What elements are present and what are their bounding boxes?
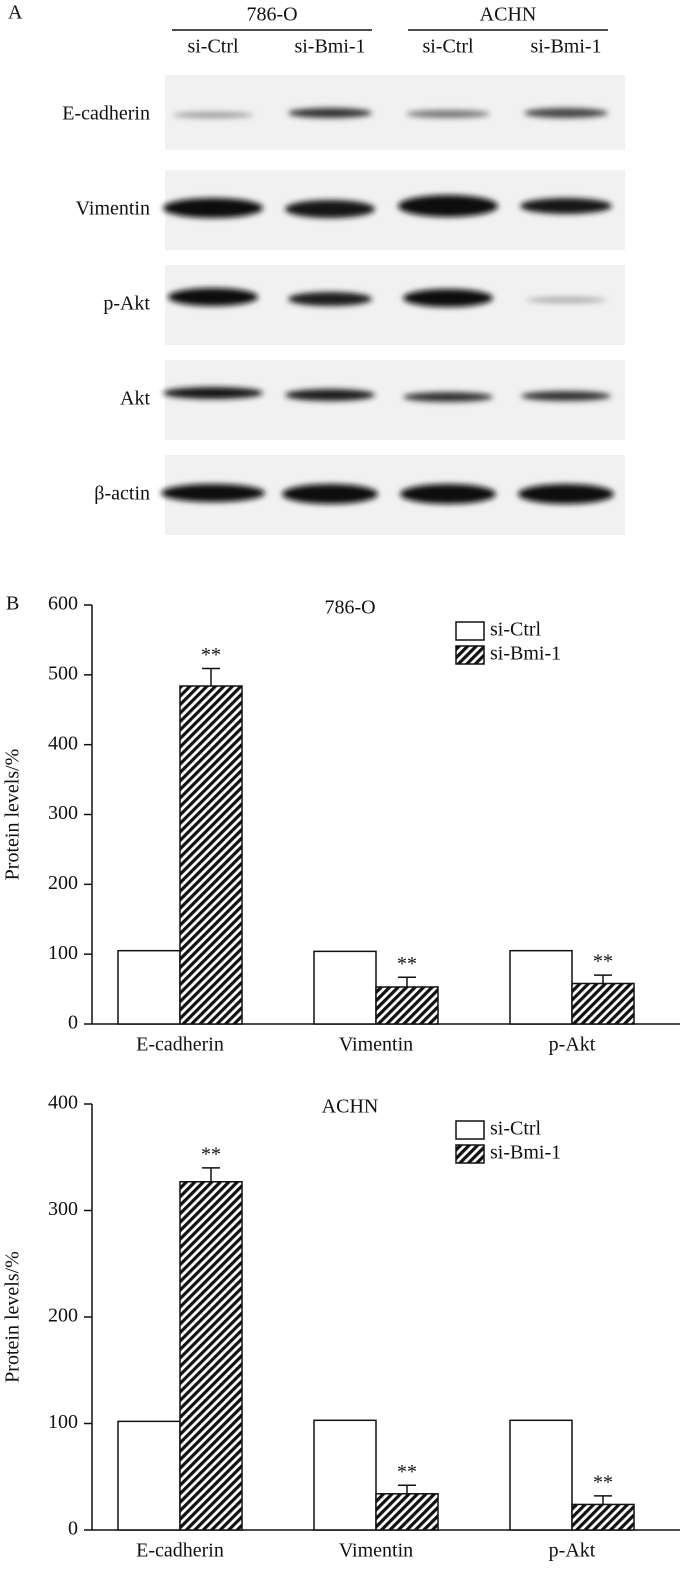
x-tick-label: p-Akt (549, 1540, 596, 1562)
legend-swatch (455, 1144, 485, 1164)
row-label: Vimentin (76, 198, 150, 220)
bar (179, 685, 243, 1025)
bar (571, 1503, 635, 1531)
y-tick-label: 600 (48, 593, 78, 615)
significance-label: ** (593, 1472, 613, 1494)
bar (509, 1419, 573, 1531)
y-tick-label: 400 (48, 1092, 78, 1114)
x-tick-label: Vimentin (339, 1034, 413, 1056)
significance-label: ** (593, 951, 613, 973)
legend-label: si-Ctrl (490, 619, 542, 641)
row-label: E-cadherin (62, 103, 150, 125)
bar (179, 1180, 243, 1531)
y-tick-label: 100 (48, 1411, 78, 1433)
legend-swatch (455, 621, 485, 641)
y-tick-label: 200 (48, 1305, 78, 1327)
bar (313, 1419, 377, 1531)
error-bar (398, 1484, 416, 1494)
x-tick-label: Vimentin (339, 1540, 413, 1562)
significance-label: ** (201, 1143, 221, 1165)
group-label: 786-O (246, 4, 297, 26)
blot-bands (161, 108, 614, 504)
panel-label: A (8, 2, 23, 24)
significance-label: ** (397, 1461, 417, 1483)
row-label: β-actin (94, 483, 150, 505)
y-tick-label: 0 (68, 1518, 78, 1540)
lane-label: si-Ctrl (187, 36, 239, 58)
error-bar (594, 1495, 612, 1505)
bar (509, 949, 573, 1025)
bar (117, 949, 181, 1025)
chart-title: 786-O (324, 597, 375, 619)
blot-panel: A 786-O ACHN si-Ctrl si-Bmi-1 si-Ctrl si… (8, 2, 625, 535)
error-bar (594, 974, 612, 984)
legend-label: si-Bmi-1 (490, 1142, 561, 1164)
significance-label: ** (397, 953, 417, 975)
legend-label: si-Bmi-1 (490, 643, 561, 665)
lane-label: si-Bmi-1 (294, 36, 365, 58)
error-bar (202, 1167, 220, 1182)
legend-swatch (455, 1120, 485, 1140)
x-tick-label: p-Akt (549, 1034, 596, 1056)
error-bar (202, 667, 220, 687)
y-tick-label: 300 (48, 802, 78, 824)
legend-label: si-Ctrl (490, 1118, 542, 1140)
x-tick-label: E-cadherin (136, 1540, 224, 1562)
y-tick-label: 200 (48, 872, 78, 894)
row-label: p-Akt (103, 293, 150, 315)
y-tick-label: 400 (48, 732, 78, 754)
bar (571, 982, 635, 1025)
significance-label: ** (201, 644, 221, 666)
error-bar (398, 976, 416, 987)
y-tick-label: 0 (68, 1012, 78, 1034)
panel-label: B (6, 593, 19, 615)
legend-swatch (455, 645, 485, 665)
y-tick-label: 500 (48, 662, 78, 684)
bar (313, 950, 377, 1025)
bar (117, 1420, 181, 1531)
y-tick-label: 300 (48, 1198, 78, 1220)
y-axis-label: Protein levels/% (2, 1251, 24, 1383)
y-axis-label: Protein levels/% (2, 749, 24, 881)
lane-label: si-Bmi-1 (530, 36, 601, 58)
x-tick-label: E-cadherin (136, 1034, 224, 1056)
chart-title: ACHN (322, 1096, 379, 1118)
bar (375, 1493, 439, 1531)
row-label: Akt (120, 388, 150, 410)
bar (375, 986, 439, 1025)
lane-label: si-Ctrl (422, 36, 474, 58)
y-tick-label: 100 (48, 942, 78, 964)
group-label: ACHN (480, 4, 537, 26)
blot-background (165, 75, 625, 535)
